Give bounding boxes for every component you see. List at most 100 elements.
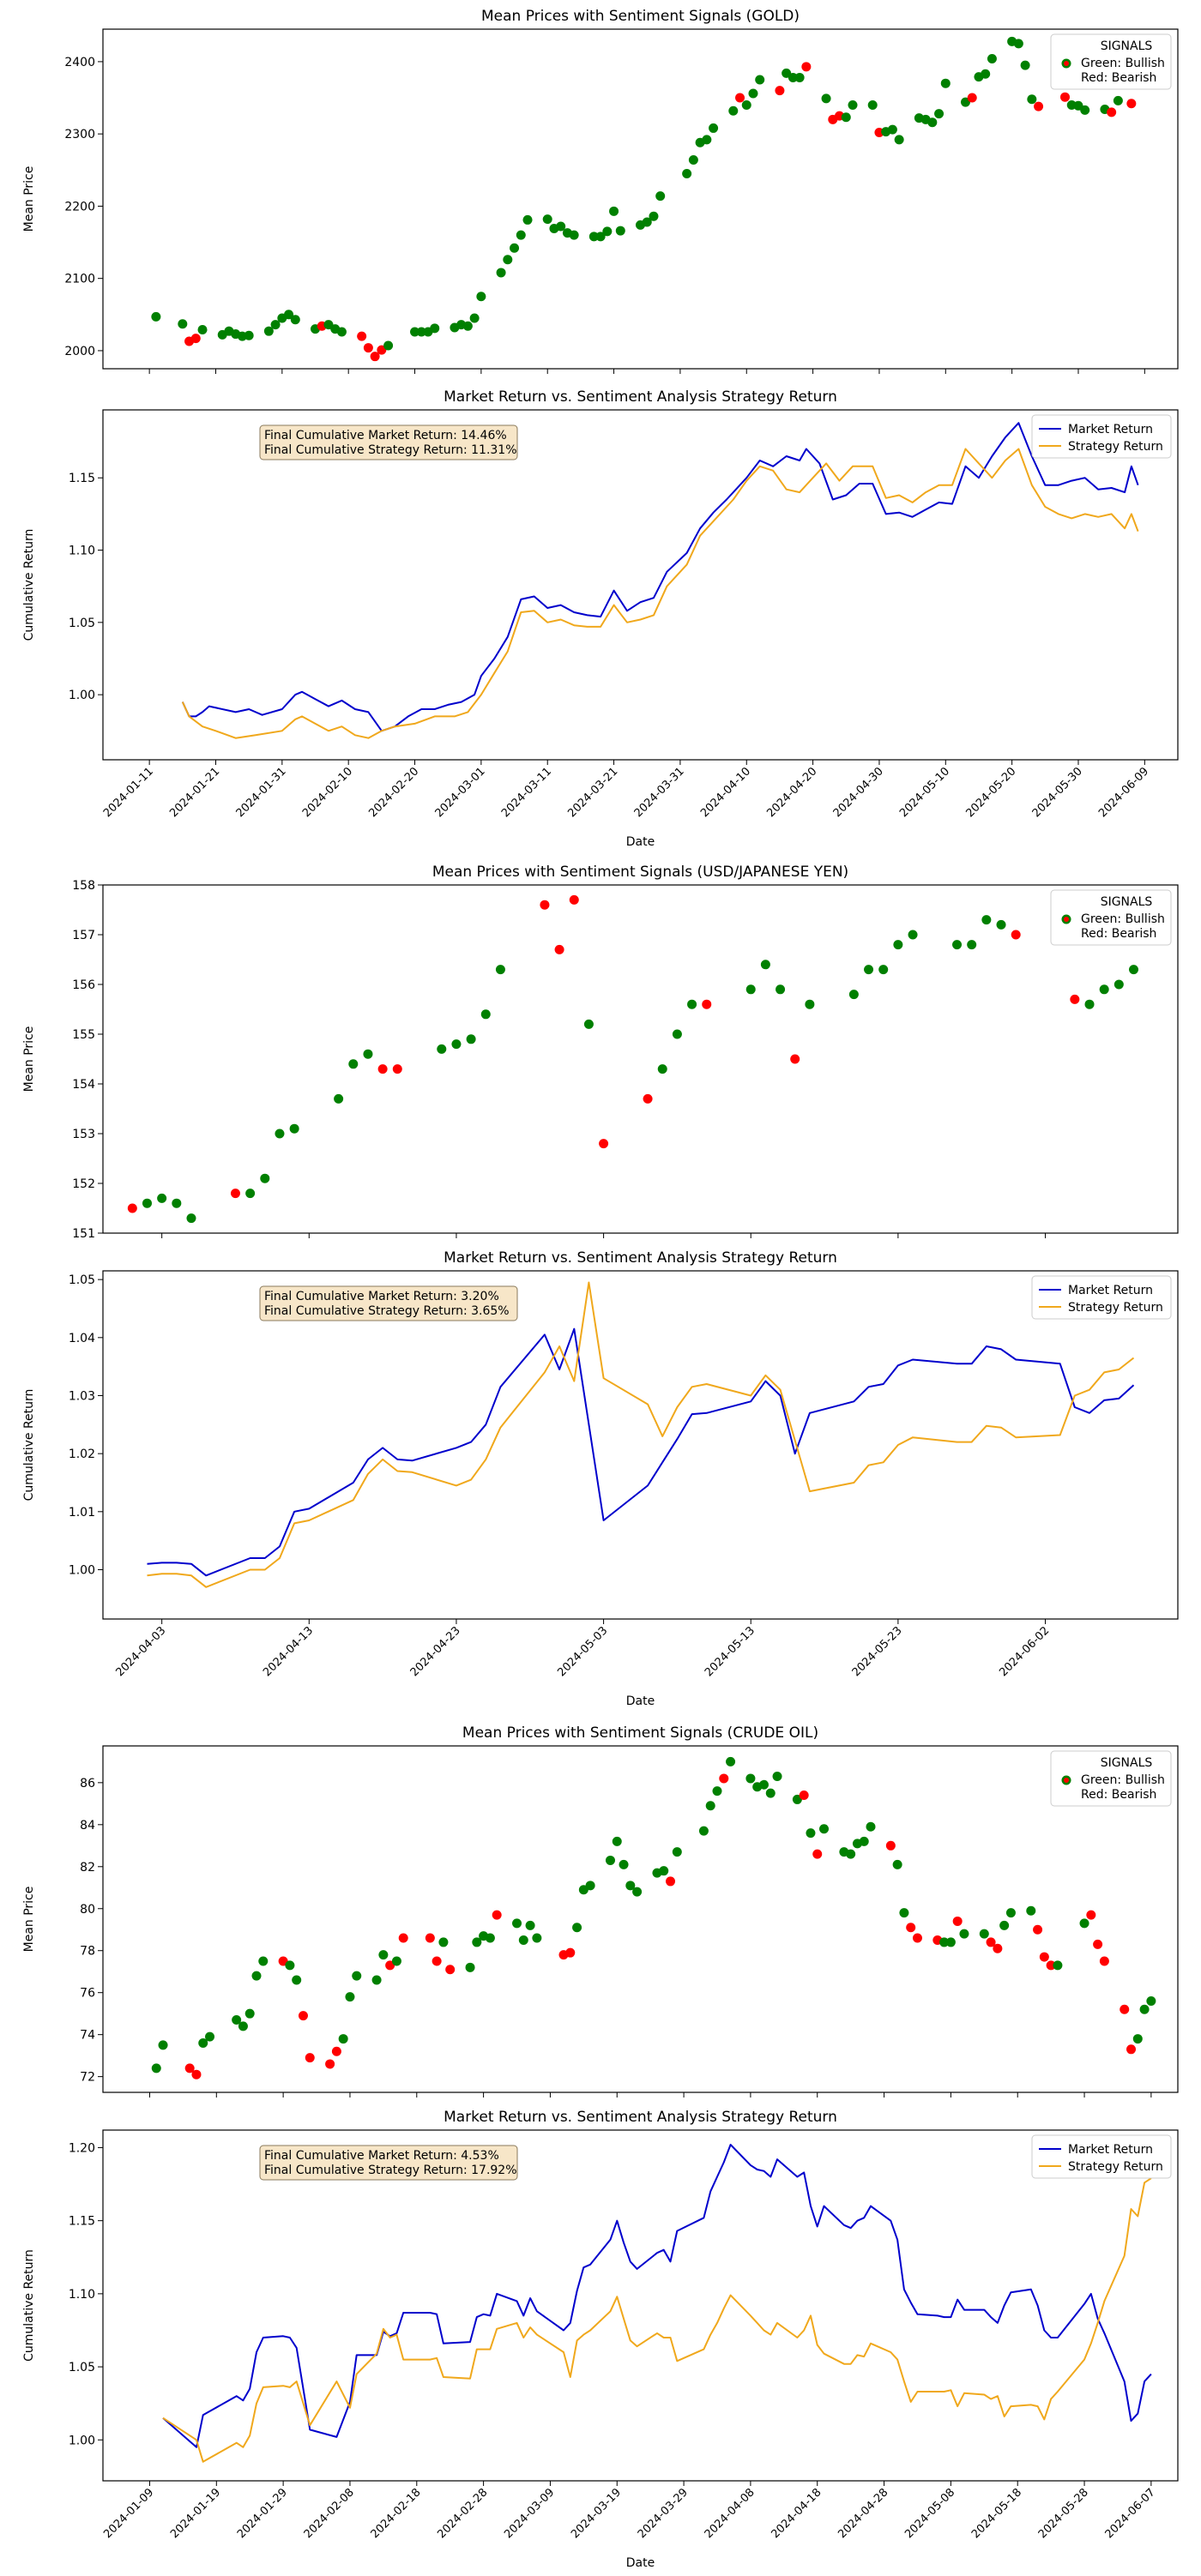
legend-entry: Market Return [1068,2143,1153,2157]
annotation-text: Final Cumulative Market Return: 14.46% [264,429,507,442]
bullish-point [741,99,751,110]
y-tick-label: 1.02 [69,1447,95,1461]
y-tick-label: 1.05 [69,1273,95,1287]
market-return-line [147,1327,1135,1577]
y-axis-label: Mean Price [22,1887,36,1953]
bullish-point [967,940,977,950]
bullish-point [655,191,666,202]
bearish-point [363,343,373,353]
bullish-point [451,1039,462,1050]
y-tick-label: 154 [72,1078,95,1092]
bearish-point [735,93,745,103]
bearish-point [190,334,201,344]
bullish-point [378,1950,389,1960]
annotation-text: Final Cumulative Strategy Return: 3.65% [264,1304,510,1318]
legend-entry: Green: Bullish [1081,1773,1165,1787]
annotation-box [259,2145,518,2181]
x-axis-label: Date [626,2556,655,2570]
y-tick-label: 80 [80,1903,95,1917]
annotation-box [259,424,518,460]
bullish-point [518,1935,528,1945]
bullish-point [157,1193,167,1203]
bullish-point [438,1937,449,1947]
bullish-point [275,1129,285,1139]
bearish-point [191,2069,202,2079]
strategy-return-line [147,1281,1135,1588]
legend-entry: Market Return [1068,423,1153,436]
bullish-point [892,1859,902,1869]
bullish-point [794,72,805,82]
y-tick-label: 157 [72,929,95,942]
bullish-point [805,999,815,1009]
bearish-point [790,1054,800,1064]
bullish-point [788,72,798,82]
y-tick-label: 1.00 [69,1563,95,1577]
bullish-point [334,1093,344,1104]
bullish-point [893,940,903,950]
bullish-point [728,105,739,116]
x-tick-label: 2024-05-03 [555,1624,610,1679]
bearish-point [801,62,812,72]
y-tick-label: 1.05 [69,2361,95,2374]
bullish-point [959,1929,969,1939]
bearish-point [1086,1910,1096,1920]
x-tick-label: 2024-05-30 [1030,765,1085,820]
x-tick-label: 2024-03-21 [565,765,620,820]
bullish-point [480,1009,491,1020]
bearish-point [445,1965,456,1975]
x-tick-label: 2024-03-29 [636,2486,691,2541]
bullish-point [806,1828,816,1839]
bearish-point [719,1773,729,1784]
bullish-point [940,78,951,88]
bullish-point [1139,2004,1150,2014]
bullish-point [1027,94,1037,105]
y-tick-label: 2300 [64,128,95,141]
bearish-point [1033,1924,1043,1935]
x-tick-label: 2024-05-08 [902,2486,957,2541]
bearish-point [986,1937,996,1947]
bearish-point [993,1943,1003,1953]
bullish-point [270,320,281,330]
bullish-point [981,69,991,79]
bullish-point [632,1887,643,1897]
y-tick-label: 2400 [64,56,95,69]
bullish-point [345,1992,355,2002]
chart-title: Mean Prices with Sentiment Signals (CRUD… [462,1724,818,1742]
x-tick-label: 2024-01-19 [168,2486,223,2541]
y-tick-label: 1.00 [69,2434,95,2447]
y-tick-label: 82 [80,1861,95,1875]
bearish-point [812,1849,823,1859]
bullish-point [363,1049,373,1059]
x-tick-label: 2024-04-18 [769,2486,824,2541]
bullish-point [1084,999,1095,1009]
bullish-point [245,1189,256,1199]
bearish-point [325,2059,335,2069]
x-tick-label: 2024-03-19 [569,2486,624,2541]
market-return-line [181,422,1139,732]
legend-entry: Strategy Return [1068,440,1163,454]
bullish-point [465,1962,475,1972]
x-tick-label: 2024-06-09 [1096,765,1151,820]
bullish-point [462,321,473,331]
bullish-point [712,1786,722,1797]
bearish-point [799,1791,809,1801]
bullish-point [605,1855,615,1865]
bullish-point [583,1019,594,1029]
chart-title: Mean Prices with Sentiment Signals (GOLD… [481,8,800,25]
bullish-point [758,1779,769,1790]
bullish-point [979,1929,989,1939]
bearish-point [392,1064,402,1074]
legend-entry: Market Return [1068,1284,1153,1297]
legend-box [1050,1750,1172,1807]
bullish-point [410,327,420,337]
bullish-point [927,117,938,128]
bullish-point [1080,105,1090,115]
bullish-point [285,1960,295,1971]
legend-title: SIGNALS [1101,1756,1153,1770]
bearish-point [370,352,380,362]
bearish-point [1039,1952,1049,1962]
bullish-point [952,940,963,950]
y-axis-label: Mean Price [22,166,36,232]
bullish-point [748,88,758,99]
bullish-point [516,230,526,240]
